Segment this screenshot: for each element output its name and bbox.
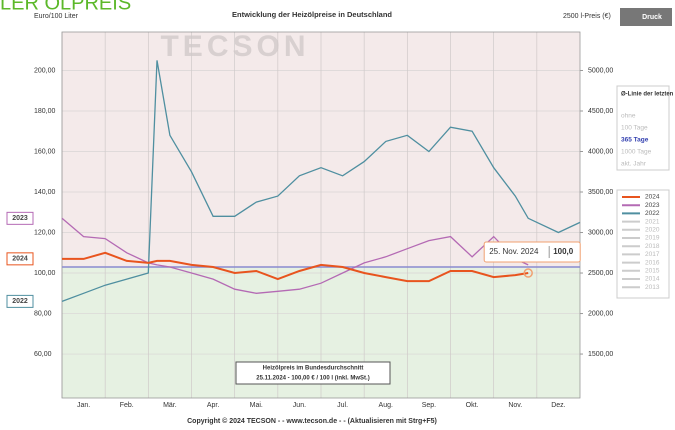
y-tick-label: 120,00: [34, 229, 56, 236]
legend-label[interactable]: 2024: [645, 194, 660, 201]
legend-label[interactable]: 2022: [645, 210, 660, 217]
avg-option[interactable]: ohne: [621, 113, 636, 120]
x-tick-label: Aug.: [379, 402, 393, 409]
x-tick-label: Jan.: [77, 402, 90, 409]
avg-option[interactable]: 100 Tage: [621, 125, 648, 132]
y2-axis-label: 2500 l-Preis (€): [563, 13, 611, 20]
info-line: Heizölpreis im Bundesdurchschnitt: [263, 366, 364, 372]
legend-label[interactable]: 2023: [645, 202, 660, 209]
info-line: 25.11.2024 - 100,00 € / 100 l (inkl. MwS…: [256, 376, 369, 382]
tooltip-date: 25. Nov. 2024: [489, 247, 539, 256]
series-tag: [6, 252, 34, 266]
legend-label[interactable]: 2021: [645, 218, 660, 225]
avg-option[interactable]: akt. Jahr: [621, 161, 647, 168]
legend-label[interactable]: 2015: [645, 268, 660, 275]
info-box: [235, 361, 391, 385]
x-tick-label: Mai.: [250, 402, 263, 409]
tooltip-marker: [523, 268, 533, 278]
header-fragment: LER ÖLPREIS: [0, 0, 131, 14]
y2-tick-label: 4500,00: [588, 108, 613, 115]
x-tick-label: Okt.: [466, 402, 479, 409]
x-tick-label: Feb.: [120, 402, 134, 409]
x-tick-label: Sep.: [422, 402, 436, 409]
x-tick-label: Nov.: [508, 402, 522, 409]
series-line: [61, 60, 581, 303]
y2-tick-label: 4000,00: [588, 148, 613, 155]
footer: Copyright © 2024 TECSON - - www.tecson.d…: [187, 417, 437, 425]
legend-label[interactable]: 2016: [645, 259, 660, 266]
y-tick-label: 80,00: [34, 310, 52, 317]
y2-tick-label: 2500,00: [588, 270, 613, 277]
legend-label[interactable]: 2017: [645, 251, 660, 258]
y-tick-label: 140,00: [34, 189, 56, 196]
series-line: [62, 251, 529, 283]
y-tick-label: 160,00: [34, 148, 56, 155]
print-button-label[interactable]: Druck: [642, 14, 662, 21]
series-line: [61, 217, 529, 294]
y-tick-label: 200,00: [34, 67, 56, 74]
chart-title: Entwicklung der Heizölpreise in Deutschl…: [232, 10, 392, 19]
x-tick-label: Jul.: [337, 402, 348, 409]
watermark: TECSON: [160, 30, 309, 63]
tooltip-value: 100,0: [553, 247, 574, 256]
avg-panel-title: Ø-Linie der letzten: [621, 92, 674, 98]
series-tag-label: 2023: [12, 215, 28, 222]
print-button[interactable]: [620, 8, 672, 26]
avg-option[interactable]: 365 Tage: [621, 137, 649, 144]
y-tick-label: 60,00: [34, 351, 52, 358]
legend-label[interactable]: 2013: [645, 284, 660, 291]
legend-label[interactable]: 2014: [645, 276, 660, 283]
y-tick-label: 180,00: [34, 108, 56, 115]
legend-label[interactable]: 2018: [645, 243, 660, 250]
y2-tick-label: 5000,00: [588, 67, 613, 74]
legend-label[interactable]: 2019: [645, 235, 660, 242]
y2-tick-label: 3000,00: [588, 229, 613, 236]
tooltip-box: [483, 241, 581, 263]
x-tick-label: Apr.: [207, 402, 220, 409]
y2-tick-label: 1500,00: [588, 351, 613, 358]
avg-option[interactable]: 1000 Tage: [621, 149, 652, 156]
legend-label[interactable]: 2020: [645, 227, 660, 234]
x-tick-label: Jun.: [293, 402, 306, 409]
series-tag-label: 2024: [12, 256, 28, 263]
series-tag-label: 2022: [12, 298, 28, 305]
avg-panel: [616, 85, 670, 171]
plot-frame: [61, 31, 581, 399]
y2-tick-label: 2000,00: [588, 310, 613, 317]
x-tick-label: Dez.: [551, 402, 565, 409]
series-tag: [6, 211, 34, 225]
series-tag: [6, 294, 34, 308]
y-tick-label: 100,00: [34, 270, 56, 277]
y-axis-label: Euro/100 Liter: [34, 13, 79, 20]
y2-tick-label: 3500,00: [588, 189, 613, 196]
x-tick-label: Mär.: [163, 402, 177, 409]
